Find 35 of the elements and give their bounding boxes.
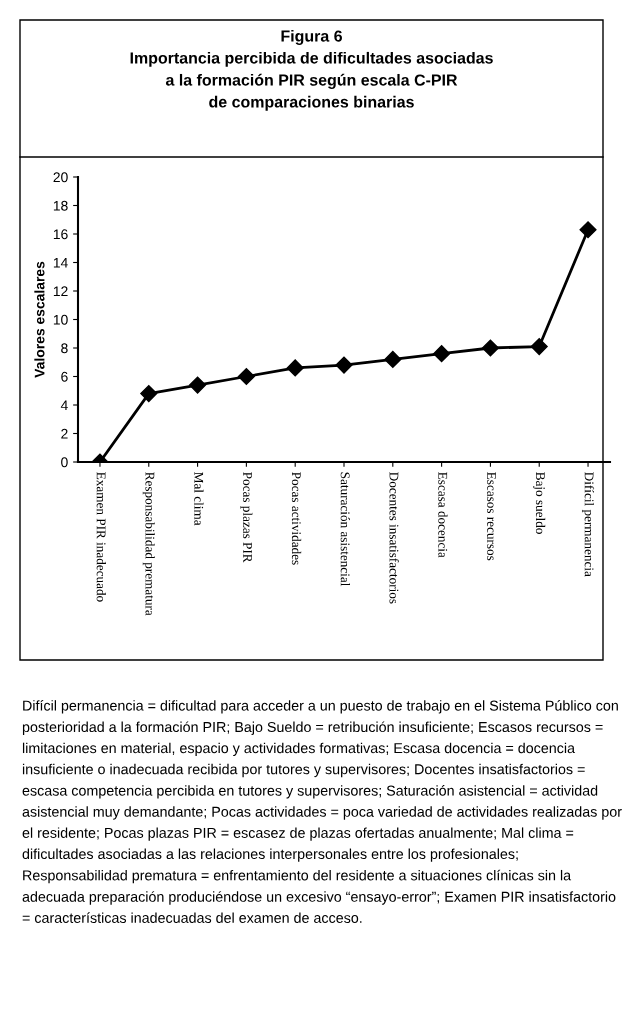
point (335, 356, 353, 374)
y-tick-label: 16 (53, 229, 68, 240)
y-tick-label: 12 (53, 286, 68, 297)
point (237, 367, 255, 386)
point (286, 359, 304, 377)
x-tick-label: Bajo sueldo (533, 472, 546, 534)
x-tick-label: Escasos recursos (487, 472, 496, 561)
y-tick-label: 0 (61, 457, 68, 468)
y-tick-label: 8 (61, 343, 68, 354)
x-tick-label: Escasa docencia (438, 472, 448, 558)
point (189, 376, 207, 394)
y-tick-label: 6 (61, 371, 68, 382)
point (140, 385, 158, 403)
y-tick-label: 18 (53, 200, 68, 211)
y-tick-label: 14 (53, 257, 68, 268)
x-tick-label: Pocas plazas PIR (240, 472, 253, 563)
point (384, 350, 402, 368)
chart-title: Figura 6 Importancia percibida de dificultades asociadas a la formación PIR según escala C-PIR de comparaciones binarias (130, 30, 493, 111)
y-tick-label: 4 (60, 400, 68, 411)
point (579, 221, 597, 239)
y-axis-title: Valores escalares (34, 261, 45, 378)
text: Difícil permanencia = dificultad para acceder a un puesto de trabajo en el Sistema Público con posterioridad a la formación PIR; Bajo Sueldo = retribución insuficiente; Escasos recursos = limitaciones en material, espacio y actividades formativas; Escasa docencia = docencia insuficiente o inadecuada recibida por tutores y supervisores; Docentes insatisfactorios = escasa competencia percibida en tutores y supervisores; Saturación asistencial = actividad asistencial muy demandante; Pocas actividades = poca variedad de actividades realizadas por el residente; Pocas plazas PIR = escasez de plazas ofertadas anualmente; Mal clima = dificultades asociadas a las relaciones interpersonales entre los profesionales; Responsabilidad prematura = enfrentamiento del residente a situaciones clínicas sin la adecuada preparación produciéndose un excesivo “ensayo-error”; Examen PIR insatisfactorio = características inadecuadas del examen de acceso. (22, 700, 622, 923)
x-tick-label: Pocas actividades (291, 472, 302, 565)
x-tick-label: Examen PIR inadecuado (96, 472, 106, 602)
point (433, 345, 451, 363)
x-tick-label: Mal clima (194, 472, 204, 526)
x-tick-label: Docentes insatisfactorios (389, 472, 399, 604)
x-tick-label: Responsabilidad prematura (142, 472, 155, 616)
y-tick-label: 20 (53, 172, 68, 183)
y-tick-label: 10 (53, 314, 68, 325)
y-tick-label: 2 (61, 428, 68, 439)
point (530, 338, 548, 356)
x-tick-label: Saturación asistencial (340, 472, 350, 587)
x-tick-label: Difícil permanencia (581, 472, 595, 577)
point (481, 339, 499, 357)
